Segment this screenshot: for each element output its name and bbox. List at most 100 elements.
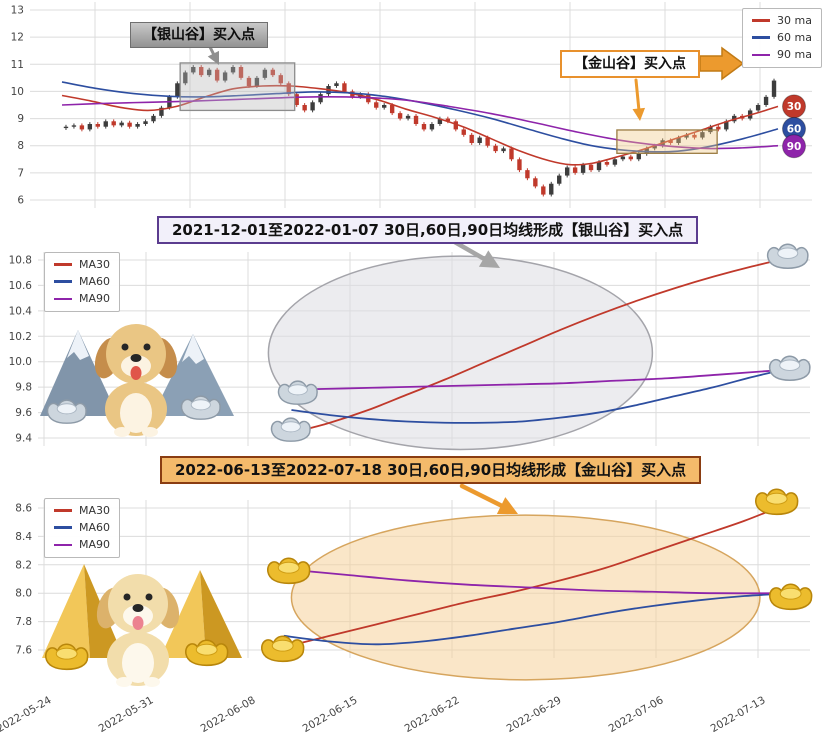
legend-label: 90 ma [777, 48, 812, 62]
MA30-line [283, 501, 791, 649]
60 ma-line [61, 81, 779, 153]
silver-ingot-icon [277, 380, 318, 405]
svg-text:9: 9 [17, 113, 24, 125]
silver-valley-buy-label: 【银山谷】买入点 [130, 22, 268, 49]
svg-text:30: 30 [787, 101, 802, 113]
legend-item-ma30: MA30 [54, 258, 110, 271]
silver-dog-icon [94, 324, 178, 437]
90 ma-line [61, 96, 779, 150]
silver-mountains-icon [40, 330, 234, 416]
legend-label: MA90 [79, 292, 111, 306]
legend-label: 60 ma [777, 31, 812, 45]
legend-label: MA90 [79, 538, 111, 552]
gold-valley-illustration [42, 564, 242, 687]
svg-text:7.6: 7.6 [15, 645, 32, 657]
gold-dog-icon [96, 574, 180, 687]
gold-pyramids-icon [42, 564, 242, 658]
svg-text:6: 6 [17, 195, 24, 207]
legend-label: MA60 [79, 275, 111, 289]
silver-ingot-icon [768, 355, 811, 381]
ma30-line-swatch [54, 509, 72, 512]
svg-text:12: 12 [11, 32, 24, 44]
ma30-line-swatch [54, 263, 72, 266]
legend-item-ma60: MA60 [54, 521, 110, 534]
ma60-line-swatch [54, 280, 72, 284]
legend-label: MA30 [79, 258, 111, 271]
svg-text:8.6: 8.6 [15, 503, 32, 515]
svg-text:8.4: 8.4 [15, 531, 32, 543]
silver-ingot-icon [180, 395, 221, 420]
legend-item-90ma: 90 ma [752, 48, 812, 61]
silver-ingot-icon [270, 417, 311, 442]
svg-text:10.2: 10.2 [9, 331, 32, 343]
svg-text:2022-07-06: 2022-07-06 [607, 694, 666, 735]
gold_box [616, 129, 718, 154]
gold-valley-buy-label: 【金山谷】买入点 [560, 50, 700, 79]
svg-text:10: 10 [11, 86, 24, 98]
legend-item-ma30: MA30 [54, 504, 110, 517]
svg-text:2022-06-29: 2022-06-29 [505, 694, 564, 735]
svg-text:9.4: 9.4 [15, 433, 32, 445]
ma90-line-swatch [54, 297, 72, 301]
ma90-line-swatch [752, 53, 770, 57]
gold-valley-banner: 2022-06-13至2022-07-18 30日,60日,90日均线形成【金山… [160, 456, 702, 485]
silver-ingot-icon [46, 399, 87, 424]
legend-label: MA30 [79, 504, 111, 517]
gold-ingot-icon [260, 635, 305, 663]
MA60-line [283, 592, 791, 646]
silver-valley-banner: 2021-12-01至2022-01-07 30日,60日,90日均线形成【银山… [157, 216, 699, 245]
svg-text:10.6: 10.6 [9, 280, 33, 292]
svg-text:2022-07-13: 2022-07-13 [709, 694, 768, 735]
ma90-badge [782, 134, 806, 159]
svg-text:2022-06-08: 2022-06-08 [199, 694, 258, 735]
mid-panel: 10.8 10.6 10.4 10.2 10.0 9.8 9.6 9.4 [9, 252, 810, 451]
svg-text:11: 11 [11, 59, 24, 71]
svg-text:9.6: 9.6 [15, 407, 32, 419]
legend-item-60ma: 60 ma [752, 31, 812, 44]
ma90-line-swatch [54, 543, 72, 547]
silver-valley-illustration [40, 324, 234, 437]
legend-item-30ma: 30 ma [752, 14, 812, 27]
ma60-line-swatch [752, 36, 770, 40]
svg-text:8.0: 8.0 [15, 588, 32, 600]
top-panel: 13 12 11 10 9 8 7 6 30 60 90 [11, 2, 812, 208]
svg-text:2022-05-24: 2022-05-24 [0, 694, 54, 735]
MA90-line [283, 568, 791, 595]
gold-ingot-icon [44, 643, 89, 671]
svg-text:2022-06-22: 2022-06-22 [403, 694, 462, 735]
gold-ingot-icon [768, 583, 813, 611]
svg-text:2022-05-31: 2022-05-31 [97, 694, 156, 735]
svg-text:2022-06-15: 2022-06-15 [301, 694, 360, 735]
gold-block-arrow-icon [699, 46, 745, 81]
silver_box [179, 62, 296, 112]
legend-middle: MA30 MA60 MA90 [44, 252, 121, 312]
legend-item-ma90: MA90 [54, 538, 110, 551]
legend-label: MA60 [79, 521, 111, 535]
svg-text:9.8: 9.8 [15, 382, 32, 394]
svg-text:13: 13 [11, 5, 24, 17]
gold-ingot-icon [266, 557, 311, 585]
svg-text:8: 8 [17, 140, 24, 152]
svg-text:10.8: 10.8 [9, 255, 32, 267]
silver-ingot-icon [766, 243, 809, 269]
svg-text:7: 7 [17, 167, 24, 179]
svg-text:90: 90 [787, 141, 802, 153]
legend-item-ma90: MA90 [54, 292, 110, 305]
svg-text:7.8: 7.8 [15, 616, 32, 628]
MA90-line [291, 368, 791, 391]
ma60-line-swatch [54, 526, 72, 530]
svg-text:8.2: 8.2 [15, 559, 32, 571]
legend-top: 30 ma 60 ma 90 ma [742, 8, 822, 68]
gold-ingot-icon [184, 639, 229, 667]
svg-text:10.0: 10.0 [9, 356, 32, 368]
svg-text:10.4: 10.4 [9, 305, 33, 317]
MA30-line [291, 256, 791, 434]
legend-label: 30 ma [777, 14, 812, 27]
generated-chart-layer: 13 12 11 10 9 8 7 6 30 60 90 10.8 10.6 10.4 10.2 10.0 9.… [0, 2, 812, 735]
gold-ingot-icon [754, 488, 799, 516]
MA60-line [291, 367, 791, 424]
30 ma-line [61, 84, 779, 166]
legend-bottom: MA30 MA60 MA90 [44, 498, 121, 558]
